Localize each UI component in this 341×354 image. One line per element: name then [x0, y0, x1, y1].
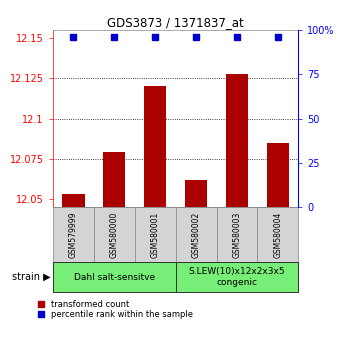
Bar	[226, 74, 248, 207]
Bar	[267, 143, 289, 207]
Text: GSM579999: GSM579999	[69, 211, 78, 258]
Text: GSM580003: GSM580003	[233, 211, 241, 258]
Bar	[176, 207, 217, 262]
Bar	[53, 207, 94, 262]
Bar	[217, 207, 257, 262]
Bar	[135, 207, 176, 262]
Bar	[185, 180, 207, 207]
Text: strain ▶: strain ▶	[12, 272, 51, 282]
Bar	[53, 262, 176, 292]
Bar	[103, 152, 125, 207]
Text: S.LEW(10)x12x2x3x5
congenic: S.LEW(10)x12x2x3x5 congenic	[189, 267, 285, 287]
Text: GSM580001: GSM580001	[151, 211, 160, 258]
Text: GSM580000: GSM580000	[110, 211, 119, 258]
Text: GSM580002: GSM580002	[192, 211, 201, 258]
Text: Dahl salt-sensitve: Dahl salt-sensitve	[74, 273, 155, 281]
Bar	[257, 207, 298, 262]
Bar	[94, 207, 135, 262]
Bar	[176, 262, 298, 292]
Legend: transformed count, percentile rank within the sample: transformed count, percentile rank withi…	[38, 300, 193, 319]
Text: GSM580004: GSM580004	[273, 211, 282, 258]
Bar	[62, 194, 85, 207]
Title: GDS3873 / 1371837_at: GDS3873 / 1371837_at	[107, 16, 244, 29]
Bar	[144, 86, 166, 207]
